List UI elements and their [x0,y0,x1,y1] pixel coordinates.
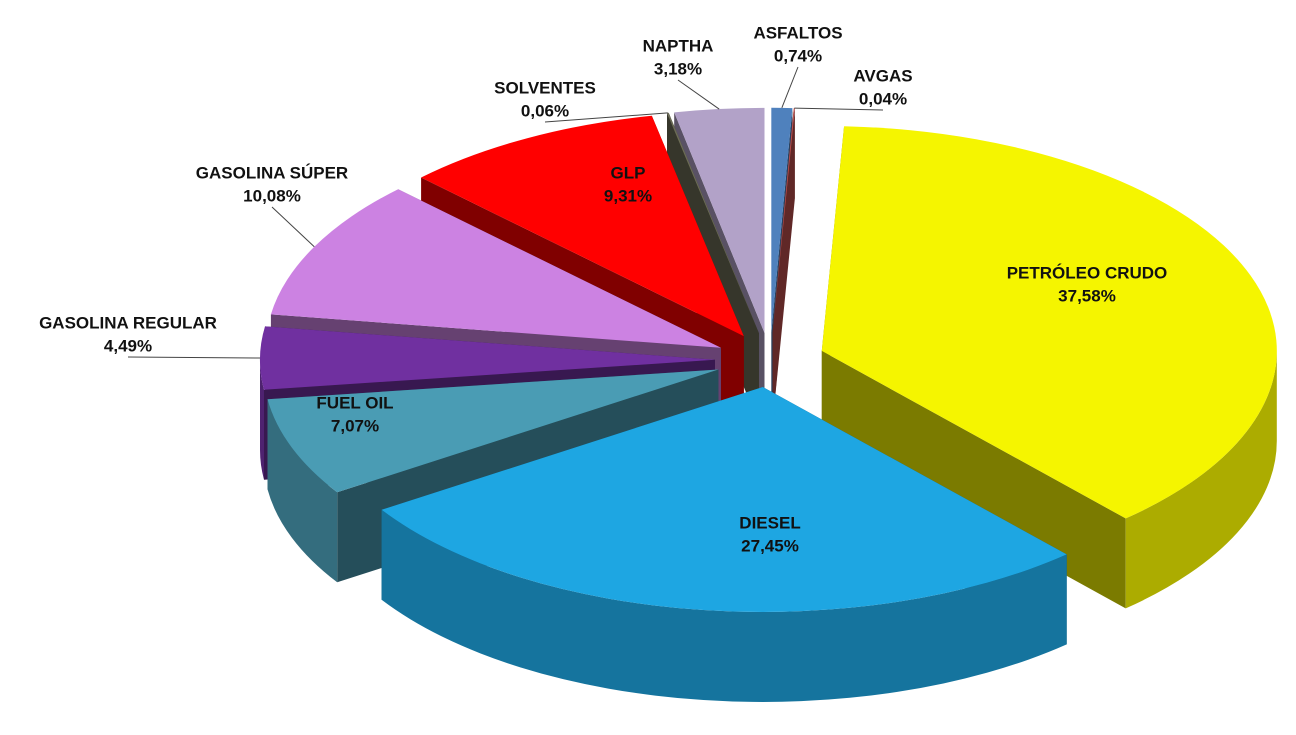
slice [821,126,1277,519]
slice [421,115,744,337]
value-label: 0,04% [859,89,907,108]
slice [259,326,715,390]
category-label: AVGAS [853,66,912,85]
value-label: 4,49% [104,336,152,355]
slice-side [1125,350,1277,609]
category-label: ASFALTOS [753,23,842,42]
slice [381,387,1067,612]
slice-side [259,359,264,480]
slice-side [267,399,338,583]
value-label: 0,74% [774,46,822,65]
value-label: 27,45% [741,536,799,555]
leader-line [271,206,315,248]
slice [270,189,721,348]
category-label: NAPTHA [643,36,714,55]
leader-line [794,107,884,111]
slice [667,112,759,334]
slice [771,107,793,333]
value-label: 9,31% [604,186,652,205]
category-label: GLP [611,163,646,182]
value-label: 7,07% [331,416,379,435]
category-label: SOLVENTES [494,78,596,97]
slice [267,369,719,493]
slice [772,108,795,333]
category-label: DIESEL [739,513,800,532]
category-label: PETRÓLEO CRUDO [1007,263,1168,282]
value-label: 37,58% [1058,286,1116,305]
value-label: 10,08% [243,186,301,205]
value-label: 3,18% [654,59,702,78]
slice-side [772,108,795,423]
slice-side [381,509,1067,702]
category-label: GASOLINA SÚPER [196,163,348,182]
leader-line [781,66,799,109]
leader-line [544,112,668,123]
leader-line [677,79,720,110]
leader-line [127,356,261,359]
category-label: GASOLINA REGULAR [39,313,217,332]
value-label: 0,06% [521,101,569,120]
slice-side [821,350,1126,609]
category-label: FUEL OIL [316,393,393,412]
slice [674,107,765,333]
